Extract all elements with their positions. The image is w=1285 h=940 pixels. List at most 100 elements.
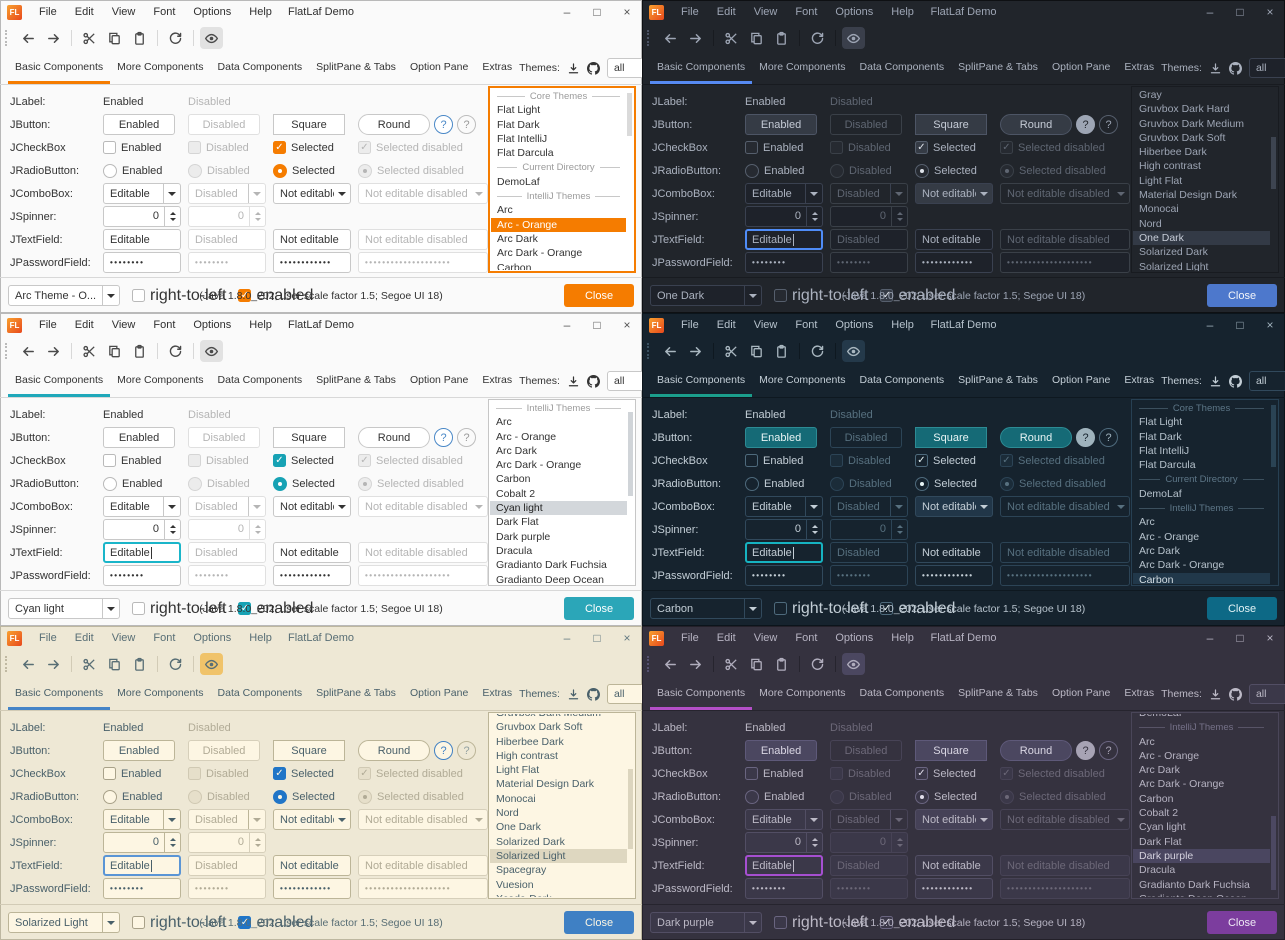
scrollbar-thumb[interactable] <box>1271 137 1276 189</box>
themes-list-item[interactable]: Dracula <box>1139 864 1176 877</box>
menu-help[interactable]: Help <box>891 632 914 644</box>
textfield-not-editable[interactable]: Not editable <box>915 229 993 250</box>
radio-selected[interactable]: Selected <box>273 789 335 804</box>
passwordfield[interactable]: •••••••• <box>103 565 181 586</box>
theme-select-combo[interactable]: Cyan light <box>8 598 120 619</box>
themes-list-item[interactable]: Flat Light <box>497 104 541 117</box>
forward-icon[interactable] <box>42 653 65 675</box>
themes-list-item[interactable]: Dark Flat <box>1139 835 1182 848</box>
themes-list-item[interactable]: Nord <box>1139 217 1162 230</box>
themes-list-item[interactable]: Gruvbox Dark Soft <box>1139 131 1226 144</box>
themes-list-item[interactable]: Light Flat <box>496 764 540 777</box>
checkbox-enabled[interactable]: Enabled <box>103 141 161 154</box>
menu-font[interactable]: Font <box>795 6 818 18</box>
themes-list-item[interactable]: Carbon <box>497 261 532 270</box>
copy-icon[interactable] <box>103 340 126 362</box>
tab-basic-components[interactable]: Basic Components <box>8 52 111 84</box>
minimize-button[interactable]: – <box>1206 318 1214 332</box>
theme-filter-combo[interactable]: all <box>606 684 642 704</box>
square-button[interactable]: Square <box>273 114 345 135</box>
themes-list-item[interactable]: Arc <box>1139 735 1155 748</box>
themes-list-item[interactable]: Arc - Orange <box>1139 749 1200 762</box>
tab-basic-components[interactable]: Basic Components <box>650 52 753 84</box>
square-button[interactable]: Square <box>273 740 345 761</box>
square-button[interactable]: Square <box>915 740 987 761</box>
back-icon[interactable] <box>659 653 682 675</box>
themes-list-item[interactable]: Carbon <box>496 473 531 486</box>
textfield-not-editable[interactable]: Not editable <box>273 542 351 563</box>
themes-list-item[interactable]: Dark Flat <box>496 516 539 529</box>
spinner[interactable]: 0 <box>103 519 181 540</box>
textfield-not-editable[interactable]: Not editable <box>915 855 993 876</box>
themes-list-item[interactable]: Arc Dark - Orange <box>1139 778 1225 791</box>
paste-icon[interactable] <box>128 27 151 49</box>
textfield-not-editable[interactable]: Not editable <box>273 229 351 250</box>
menu-font[interactable]: Font <box>153 319 176 331</box>
tab-more-components[interactable]: More Components <box>759 60 846 73</box>
theme-select-combo[interactable]: One Dark <box>650 285 762 306</box>
tab-data-components[interactable]: Data Components <box>217 686 303 699</box>
menu-edit[interactable]: Edit <box>716 632 736 644</box>
combobox-editable[interactable]: Editable <box>745 809 823 830</box>
themes-list-item[interactable]: Nord <box>496 807 519 820</box>
spinner[interactable]: 0 <box>745 519 823 540</box>
passwordfield-not-editable[interactable]: •••••••••••• <box>273 252 351 273</box>
cut-icon[interactable] <box>78 653 101 675</box>
tab-extras[interactable]: Extras <box>482 60 513 73</box>
tab-extras[interactable]: Extras <box>482 686 513 699</box>
help-button-secondary[interactable]: ? <box>457 741 476 760</box>
themes-list-item[interactable]: Arc Dark <box>497 232 538 245</box>
maximize-button[interactable]: □ <box>1236 318 1244 332</box>
maximize-button[interactable]: □ <box>1236 5 1244 19</box>
menu-help[interactable]: Help <box>249 319 272 331</box>
checkbox-selected[interactable]: Selected <box>915 454 976 467</box>
themes-list-item[interactable]: One Dark <box>1133 230 1270 246</box>
menu-file[interactable]: File <box>681 6 699 18</box>
themes-list-item[interactable]: Arc Dark <box>1139 544 1180 557</box>
refresh-icon[interactable] <box>806 27 829 49</box>
textfield-editable[interactable]: Editable <box>745 542 823 563</box>
themes-list-item[interactable]: Arc <box>497 204 513 217</box>
spinner[interactable]: 0 <box>103 206 181 227</box>
menu-options[interactable]: Options <box>193 632 232 644</box>
themes-list[interactable]: Core Themes Flat Light Flat Dark Flat Intel… <box>1131 399 1279 586</box>
combobox-not-editable[interactable]: Not editable <box>915 183 993 204</box>
right-to-left-checkbox[interactable]: right-to-left <box>774 287 868 305</box>
maximize-button[interactable]: □ <box>593 5 601 19</box>
menu-view[interactable]: View <box>753 632 778 644</box>
close-button[interactable]: Close <box>564 284 634 307</box>
themes-list-item[interactable]: Light Flat <box>1139 174 1183 187</box>
github-icon[interactable] <box>586 61 600 75</box>
checkbox-selected[interactable]: Selected <box>273 141 334 154</box>
right-to-left-checkbox[interactable]: right-to-left <box>132 914 226 932</box>
download-theme-icon[interactable] <box>567 62 580 75</box>
tab-splitpane-tabs[interactable]: SplitPane & Tabs <box>316 686 396 699</box>
themes-list-item[interactable]: Flat Darcula <box>1139 459 1196 472</box>
github-icon[interactable] <box>1228 61 1242 75</box>
themes-list-item[interactable]: High contrast <box>496 749 558 762</box>
toolbar-grip-handle[interactable] <box>5 656 10 672</box>
round-button[interactable]: Round <box>1000 740 1072 761</box>
help-button[interactable]: ? <box>434 115 453 134</box>
combobox-not-editable[interactable]: Not editable <box>915 496 993 517</box>
download-theme-icon[interactable] <box>567 375 580 388</box>
close-window-button[interactable]: × <box>623 5 631 19</box>
forward-icon[interactable] <box>684 653 707 675</box>
menu-help[interactable]: Help <box>249 6 272 18</box>
menu-file[interactable]: File <box>39 632 57 644</box>
themes-list-scrollbar[interactable] <box>627 401 634 584</box>
square-button[interactable]: Square <box>915 114 987 135</box>
themes-list-item[interactable]: Flat Light <box>1139 416 1183 429</box>
passwordfield[interactable]: •••••••• <box>745 878 823 899</box>
cut-icon[interactable] <box>720 340 743 362</box>
tab-option-pane[interactable]: Option Pane <box>409 686 469 699</box>
passwordfield-not-editable[interactable]: •••••••••••• <box>915 565 993 586</box>
paste-icon[interactable] <box>770 27 793 49</box>
spinner-arrows-icon[interactable] <box>164 833 180 852</box>
cut-icon[interactable] <box>78 340 101 362</box>
theme-select-combo[interactable]: Carbon <box>650 598 762 619</box>
help-button-secondary[interactable]: ? <box>1099 741 1118 760</box>
themes-list-item[interactable]: Flat Darcula <box>497 147 554 160</box>
combobox-not-editable[interactable]: Not editable <box>273 183 351 204</box>
themes-list-item[interactable]: Carbon <box>1133 572 1270 584</box>
